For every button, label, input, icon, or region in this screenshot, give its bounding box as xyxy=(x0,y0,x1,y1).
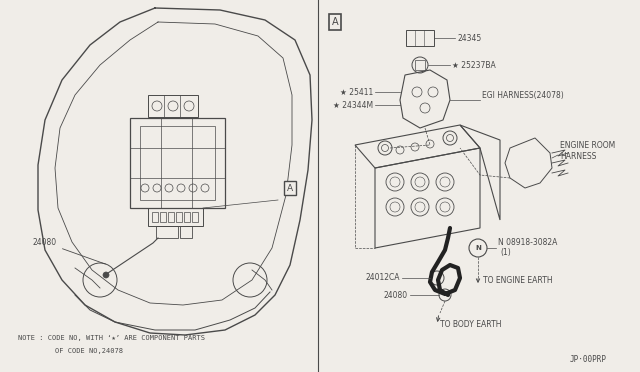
Text: ENGINE ROOM: ENGINE ROOM xyxy=(560,141,615,150)
Text: N 08918-3082A: N 08918-3082A xyxy=(498,238,557,247)
Text: 24080: 24080 xyxy=(384,291,408,299)
Bar xyxy=(148,95,198,117)
Bar xyxy=(415,60,425,70)
Bar xyxy=(152,212,158,222)
Text: (1): (1) xyxy=(500,248,511,257)
Bar xyxy=(160,212,166,222)
Bar xyxy=(156,226,178,238)
Text: TO BODY EARTH: TO BODY EARTH xyxy=(440,320,502,329)
Bar xyxy=(130,118,225,208)
Text: NOTE : CODE NO, WITH ‘★’ ARE COMPONENT PARTS: NOTE : CODE NO, WITH ‘★’ ARE COMPONENT P… xyxy=(18,335,205,341)
Bar xyxy=(184,212,190,222)
Text: OF CODE NO,24078: OF CODE NO,24078 xyxy=(55,348,123,354)
Bar xyxy=(180,226,192,238)
Text: ★ 25411: ★ 25411 xyxy=(340,87,373,96)
Text: A: A xyxy=(287,183,293,192)
Bar xyxy=(192,212,198,222)
Bar xyxy=(176,212,182,222)
Text: 24012CA: 24012CA xyxy=(365,273,400,282)
Text: 24345: 24345 xyxy=(457,33,481,42)
Text: N: N xyxy=(475,245,481,251)
Text: EGI HARNESS(24078): EGI HARNESS(24078) xyxy=(482,90,564,99)
Text: JP·00PRP: JP·00PRP xyxy=(570,355,607,364)
Bar xyxy=(148,208,203,226)
Text: ★ 25237BA: ★ 25237BA xyxy=(452,61,496,70)
Text: TO ENGINE EARTH: TO ENGINE EARTH xyxy=(483,276,552,285)
Circle shape xyxy=(103,272,109,278)
Text: 24080: 24080 xyxy=(33,238,106,264)
Bar xyxy=(406,30,434,46)
Text: ★ 24344M: ★ 24344M xyxy=(333,100,373,109)
Bar xyxy=(140,126,215,200)
Text: HARNESS: HARNESS xyxy=(560,152,596,161)
Text: A: A xyxy=(332,17,339,27)
Bar xyxy=(168,212,174,222)
